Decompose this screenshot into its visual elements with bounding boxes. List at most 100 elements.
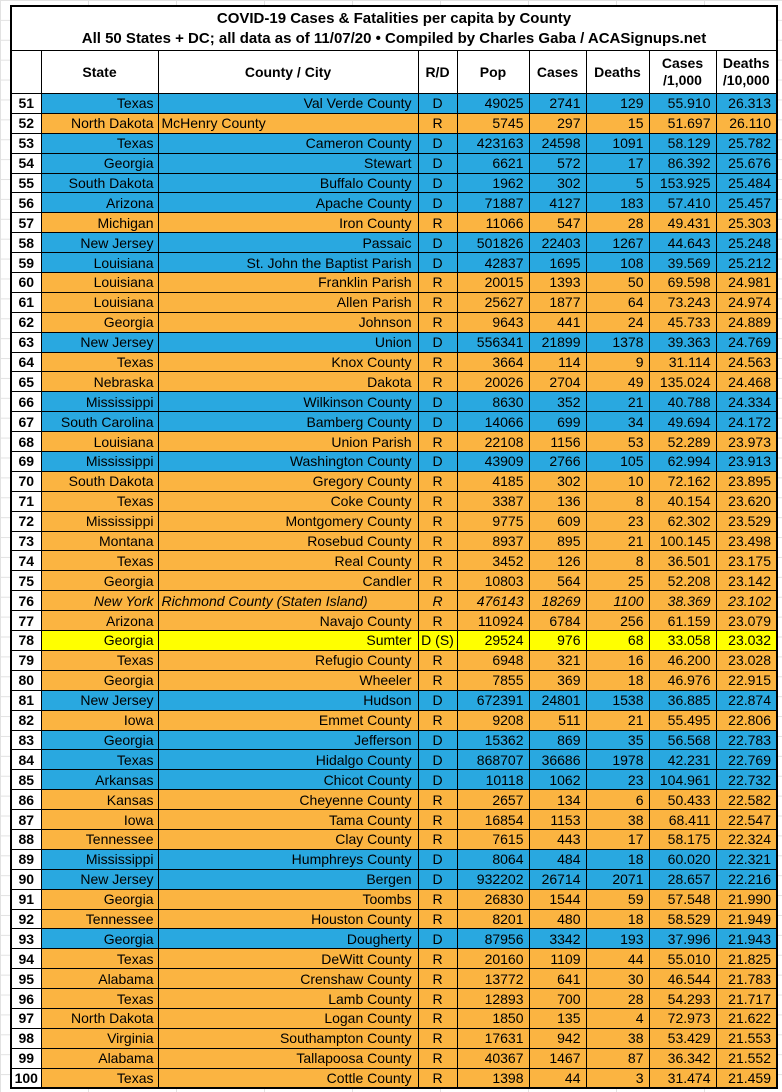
cell-rank[interactable]: 73 xyxy=(10,530,42,552)
cell-cases[interactable]: 297 xyxy=(528,112,587,134)
cell-rd[interactable]: R xyxy=(417,789,458,811)
cell-pop[interactable]: 40367 xyxy=(456,1047,530,1069)
header-rank[interactable] xyxy=(10,50,42,94)
cell-cases-per-1000[interactable]: 52.208 xyxy=(648,570,717,592)
cell-cases-per-1000[interactable]: 46.544 xyxy=(648,968,717,990)
cell-pop[interactable]: 1398 xyxy=(456,1067,530,1089)
cell-cases-per-1000[interactable]: 40.788 xyxy=(648,391,717,413)
cell-rd[interactable]: R xyxy=(417,1027,458,1049)
cell-cases[interactable]: 126 xyxy=(528,550,587,572)
cell-rd[interactable]: R xyxy=(417,968,458,990)
cell-rd[interactable]: D (S) xyxy=(417,630,458,651)
cell-rd[interactable]: R xyxy=(417,809,458,830)
cell-rd[interactable]: R xyxy=(417,291,458,313)
cell-rd[interactable]: D xyxy=(417,132,458,154)
cell-pop[interactable]: 14066 xyxy=(456,411,530,433)
cell-state[interactable]: Georgia xyxy=(40,669,159,691)
cell-pop[interactable]: 868707 xyxy=(456,749,530,771)
cell-state[interactable]: Texas xyxy=(40,550,159,572)
cell-cases[interactable]: 302 xyxy=(528,470,587,492)
cell-deaths-per-10000[interactable]: 26.110 xyxy=(715,112,778,134)
cell-state[interactable]: South Dakota xyxy=(40,172,159,194)
cell-cases[interactable]: 24598 xyxy=(528,132,587,154)
cell-deaths-per-10000[interactable]: 24.981 xyxy=(715,272,778,293)
cell-county[interactable]: Richmond County (Staten Island) xyxy=(157,590,419,612)
cell-cases-per-1000[interactable]: 50.433 xyxy=(648,789,717,811)
cell-cases-per-1000[interactable]: 45.733 xyxy=(648,311,717,333)
cell-cases-per-1000[interactable]: 57.548 xyxy=(648,888,717,910)
cell-deaths-per-10000[interactable]: 22.582 xyxy=(715,789,778,811)
cell-cases-per-1000[interactable]: 55.010 xyxy=(648,948,717,970)
cell-deaths-per-10000[interactable]: 26.313 xyxy=(715,93,778,114)
cell-county[interactable]: St. John the Baptist Parish xyxy=(157,252,419,274)
cell-cases[interactable]: 564 xyxy=(528,570,587,592)
cell-deaths[interactable]: 49 xyxy=(585,371,650,393)
cell-county[interactable]: Real County xyxy=(157,550,419,572)
cell-cases[interactable]: 1153 xyxy=(528,809,587,830)
cell-pop[interactable]: 476143 xyxy=(456,590,530,612)
cell-pop[interactable]: 43909 xyxy=(456,451,530,472)
cell-rd[interactable]: R xyxy=(417,888,458,910)
cell-deaths-per-10000[interactable]: 24.974 xyxy=(715,291,778,313)
cell-rd[interactable]: D xyxy=(417,93,458,114)
cell-pop[interactable]: 9775 xyxy=(456,510,530,532)
cell-deaths-per-10000[interactable]: 23.973 xyxy=(715,431,778,453)
cell-cases-per-1000[interactable]: 44.643 xyxy=(648,232,717,254)
cell-cases-per-1000[interactable]: 36.501 xyxy=(648,550,717,572)
cell-pop[interactable]: 26830 xyxy=(456,888,530,910)
cell-pop[interactable]: 5745 xyxy=(456,112,530,134)
cell-rd[interactable]: R xyxy=(417,610,458,632)
cell-pop[interactable]: 7615 xyxy=(456,828,530,850)
cell-state[interactable]: Mississippi xyxy=(40,391,159,413)
cell-deaths-per-10000[interactable]: 25.676 xyxy=(715,152,778,174)
cell-rank[interactable]: 68 xyxy=(10,431,42,453)
cell-rank[interactable]: 95 xyxy=(10,968,42,990)
header-pop[interactable]: Pop xyxy=(456,50,530,94)
cell-cases[interactable]: 44 xyxy=(528,1067,587,1089)
cell-cases[interactable]: 1109 xyxy=(528,948,587,970)
cell-cases-per-1000[interactable]: 62.994 xyxy=(648,451,717,472)
cell-pop[interactable]: 8937 xyxy=(456,530,530,552)
cell-deaths[interactable]: 28 xyxy=(585,212,650,234)
cell-deaths[interactable]: 5 xyxy=(585,172,650,194)
cell-deaths[interactable]: 34 xyxy=(585,411,650,433)
cell-cases-per-1000[interactable]: 56.568 xyxy=(648,729,717,751)
cell-rank[interactable]: 62 xyxy=(10,311,42,333)
cell-cases[interactable]: 21899 xyxy=(528,331,587,353)
cell-county[interactable]: Lamb County xyxy=(157,988,419,1009)
cell-deaths[interactable]: 24 xyxy=(585,311,650,333)
cell-rd[interactable]: R xyxy=(417,590,458,612)
cell-cases[interactable]: 441 xyxy=(528,311,587,333)
cell-rank[interactable]: 72 xyxy=(10,510,42,532)
cell-pop[interactable]: 11066 xyxy=(456,212,530,234)
cell-deaths[interactable]: 8 xyxy=(585,550,650,572)
cell-rank[interactable]: 97 xyxy=(10,1007,42,1029)
cell-cases[interactable]: 511 xyxy=(528,709,587,731)
cell-deaths-per-10000[interactable]: 21.943 xyxy=(715,928,778,950)
cell-deaths[interactable]: 53 xyxy=(585,431,650,453)
cell-pop[interactable]: 3452 xyxy=(456,550,530,572)
cell-pop[interactable]: 17631 xyxy=(456,1027,530,1049)
cell-state[interactable]: Texas xyxy=(40,490,159,512)
cell-deaths[interactable]: 30 xyxy=(585,968,650,990)
cell-state[interactable]: Tennessee xyxy=(40,828,159,850)
cell-deaths[interactable]: 38 xyxy=(585,809,650,830)
cell-rank[interactable]: 76 xyxy=(10,590,42,612)
cell-county[interactable]: Dakota xyxy=(157,371,419,393)
cell-deaths-per-10000[interactable]: 25.457 xyxy=(715,192,778,214)
cell-cases[interactable]: 26714 xyxy=(528,868,587,890)
cell-deaths[interactable]: 8 xyxy=(585,490,650,512)
cell-pop[interactable]: 29524 xyxy=(456,630,530,651)
cell-cases-per-1000[interactable]: 58.529 xyxy=(648,908,717,930)
cell-state[interactable]: South Carolina xyxy=(40,411,159,433)
cell-deaths[interactable]: 35 xyxy=(585,729,650,751)
cell-cases[interactable]: 547 xyxy=(528,212,587,234)
cell-cases-per-1000[interactable]: 104.961 xyxy=(648,769,717,791)
cell-cases-per-1000[interactable]: 33.058 xyxy=(648,630,717,651)
cell-state[interactable]: Texas xyxy=(40,649,159,671)
cell-deaths[interactable]: 28 xyxy=(585,988,650,1009)
cell-deaths-per-10000[interactable]: 22.783 xyxy=(715,729,778,751)
cell-deaths[interactable]: 105 xyxy=(585,451,650,472)
cell-deaths[interactable]: 9 xyxy=(585,351,650,373)
cell-pop[interactable]: 42837 xyxy=(456,252,530,274)
